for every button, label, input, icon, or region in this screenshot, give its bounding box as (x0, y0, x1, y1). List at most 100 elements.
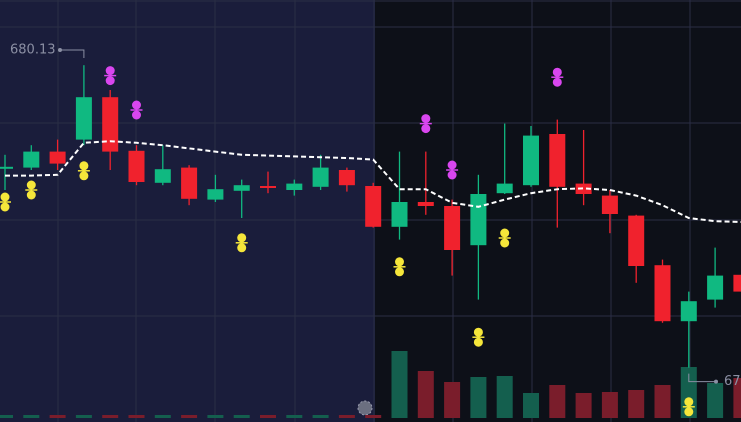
candle-body (233, 185, 250, 191)
signal-below (682, 397, 695, 417)
volume-bar (549, 385, 566, 418)
volume-bar (23, 415, 40, 418)
volume-bar (680, 367, 697, 418)
session-icon[interactable] (357, 400, 373, 416)
signal-below-dot (237, 233, 247, 243)
low-label-leader (688, 373, 716, 383)
candle-body (260, 186, 276, 188)
signal-above (551, 67, 564, 87)
volume-bar (496, 376, 513, 418)
candle-body (312, 167, 329, 187)
signal-below-dot (395, 267, 404, 277)
session-highlight (0, 0, 375, 422)
volume-bar (523, 393, 539, 418)
volume-bar (286, 415, 303, 418)
volume-bar (181, 415, 198, 418)
volume-bar (338, 415, 355, 418)
candle-body (207, 189, 224, 200)
volume-bar (707, 383, 724, 418)
candle-body (102, 97, 119, 152)
volume-bar (575, 393, 592, 418)
high-label: 680.13 (10, 43, 56, 58)
candle-body (49, 151, 66, 164)
signal-above (130, 100, 143, 120)
candle-body (181, 167, 198, 199)
low-label: 67 (724, 374, 741, 389)
signal-above-dot (447, 160, 457, 170)
candle-body (601, 195, 618, 214)
volume-bar (154, 415, 171, 418)
volume-bar (601, 392, 618, 418)
signal-below-dot (500, 228, 510, 238)
candle-body (680, 301, 697, 322)
signal-above-dot (421, 124, 431, 134)
signal-below-dot (26, 190, 36, 200)
volume-bar (233, 415, 250, 418)
signal-below-dot (79, 171, 89, 181)
signal-below (235, 233, 248, 253)
signal-below-dot (237, 243, 247, 253)
high-label-leader (60, 49, 85, 58)
signal-below-dot (473, 337, 483, 347)
volume-bar (417, 371, 434, 418)
signal-above (446, 160, 459, 180)
high-label-dot (58, 48, 62, 52)
signal-below (77, 161, 90, 181)
volume-bar (391, 351, 408, 418)
volume-bar (365, 415, 382, 418)
signal-below-dot (500, 238, 510, 248)
signal-below-dot (0, 202, 10, 212)
signal-below (472, 327, 485, 347)
candle-body (365, 186, 382, 227)
candle-body (23, 151, 40, 168)
moving-average-line (5, 140, 741, 223)
volume-bar (733, 378, 741, 418)
volume-bar (470, 377, 487, 418)
signal-below (25, 180, 38, 200)
candle-body (75, 97, 92, 140)
signal-above-dot (105, 66, 115, 76)
signal-above-dot (132, 110, 141, 120)
signal-below (393, 257, 406, 277)
signal-above-dot (421, 114, 431, 124)
candle-body (391, 202, 408, 227)
signal-above-dot (447, 170, 457, 180)
candle-body (575, 183, 592, 194)
candle-body (338, 170, 355, 186)
signal-above-dot (552, 77, 562, 87)
signal-above-dot (105, 76, 115, 86)
low-label-dot (714, 379, 718, 384)
candle-body (470, 194, 487, 246)
signal-above-dot (132, 100, 141, 110)
candle-body (733, 274, 741, 292)
candle-body (286, 183, 303, 190)
signal-below-dot (395, 257, 404, 267)
candle-body (0, 166, 13, 169)
volume-bar (312, 415, 329, 418)
candle-body (549, 134, 566, 187)
volume-bar (207, 415, 224, 418)
signal-below-dot (0, 192, 10, 202)
candle-body (707, 275, 724, 300)
signal-below-dot (26, 180, 36, 190)
signal-above-dot (552, 67, 562, 77)
volume-bar (75, 415, 92, 418)
volume-bar (444, 382, 461, 418)
signal-below (498, 228, 511, 248)
volume-bar (0, 415, 13, 418)
signal-above (104, 66, 117, 86)
candle-body (496, 183, 513, 194)
volume-bar (49, 415, 66, 418)
signal-below-dot (79, 161, 89, 171)
volume-bar (128, 415, 145, 418)
signal-below (0, 192, 11, 212)
signal-below-dot (684, 407, 694, 417)
candle-body (128, 150, 145, 182)
volume-bar (628, 390, 645, 418)
candle-body (654, 265, 671, 322)
candle-body (444, 206, 461, 250)
volume-bar (260, 415, 276, 418)
volume-bar (654, 385, 671, 418)
volume-bar (102, 415, 119, 418)
